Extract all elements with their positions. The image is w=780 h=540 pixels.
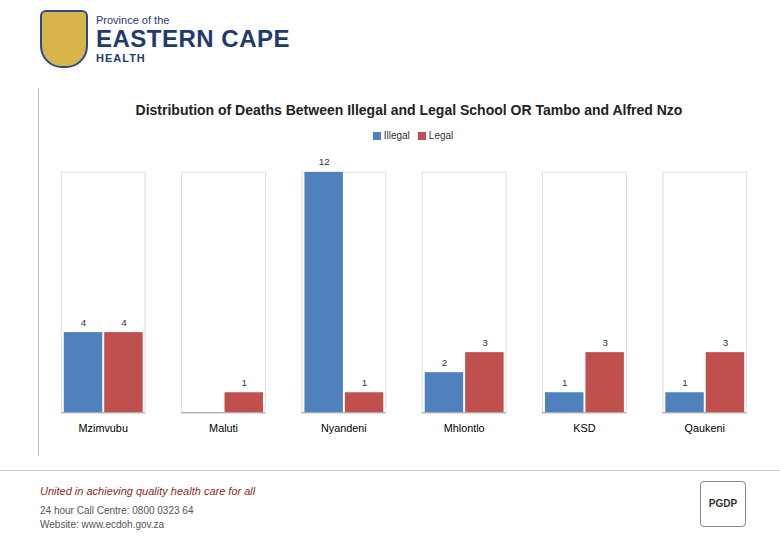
- svg-text:1: 1: [682, 377, 687, 388]
- html-text:Province of the: Province of the: [96, 14, 170, 26]
- svg-text:KSD: KSD: [573, 422, 595, 434]
- svg-text:1: 1: [562, 377, 567, 388]
- html-text:Legal: Legal: [428, 130, 454, 141]
- html-text:Distribution of Deaths Between: Distribution of Deaths Between Illegal a…: [135, 102, 683, 118]
- svg-text:Mhlontlo: Mhlontlo: [444, 422, 485, 434]
- svg-text:Nyandeni: Nyandeni: [321, 422, 367, 434]
- svg-text:1: 1: [242, 377, 247, 388]
- svg-text:2: 2: [442, 357, 447, 368]
- svg-text:12: 12: [319, 156, 330, 167]
- svg-text:4: 4: [121, 317, 127, 328]
- svg-text:3: 3: [482, 337, 488, 348]
- svg-text:1: 1: [362, 377, 367, 388]
- svg-text:Qaukeni: Qaukeni: [685, 422, 725, 434]
- svg-text:Maluti: Maluti: [209, 422, 238, 434]
- svg-text:3: 3: [602, 337, 608, 348]
- svg-text:4: 4: [81, 317, 87, 328]
- html-text:24 hour Call Centre: 0800 0323: 24 hour Call Centre: 0800 0323 64: [40, 505, 194, 516]
- html-text:PGDP: PGDP: [708, 498, 738, 509]
- html-text:Illegal: Illegal: [383, 130, 410, 141]
- svg-text:Mzimvubu: Mzimvubu: [79, 422, 128, 434]
- html-text:HEALTH: HEALTH: [96, 52, 146, 64]
- svg-text:3: 3: [723, 337, 729, 348]
- html-text:Website: www.ecdoh.gov.za: Website: www.ecdoh.gov.za: [40, 519, 165, 530]
- html-text:EASTERN CAPE: EASTERN CAPE: [96, 25, 290, 52]
- html-text:United in achieving quality he: United in achieving quality health care …: [40, 485, 256, 497]
